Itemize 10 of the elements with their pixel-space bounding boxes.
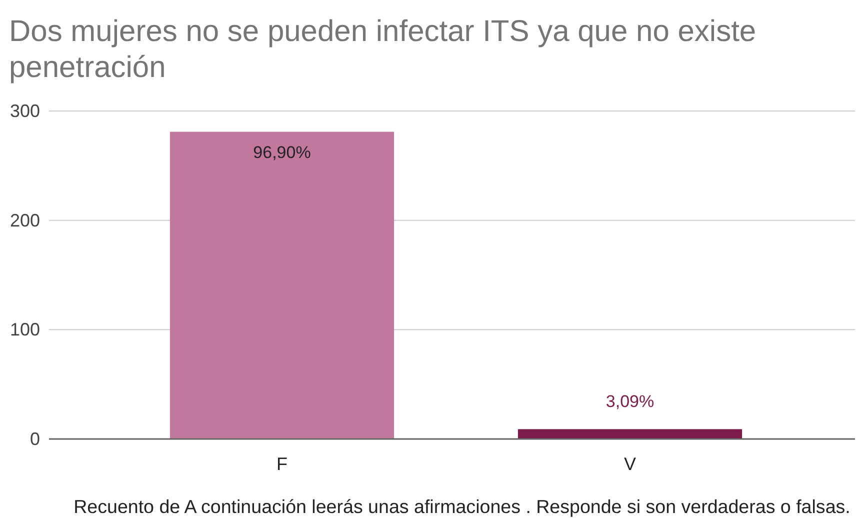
x-axis-title: Recuento de A continuación leerás unas afirmaciones . Responde si son verdaderas o falsas. [74,496,850,517]
y-tick-label: 300 [10,101,40,121]
annotation: 3,09% [606,392,654,412]
x-tick-label: F [276,454,288,474]
y-tick-label: 0 [30,429,40,449]
x-tick-label: V [624,454,636,474]
annotation: 96,90% [253,142,311,162]
y-tick-label: 100 [10,320,40,340]
chart-title: Dos mujeres no se pueden infectar ITS ya que no existe penetración [9,15,756,84]
y-tick-label: 200 [10,210,40,230]
